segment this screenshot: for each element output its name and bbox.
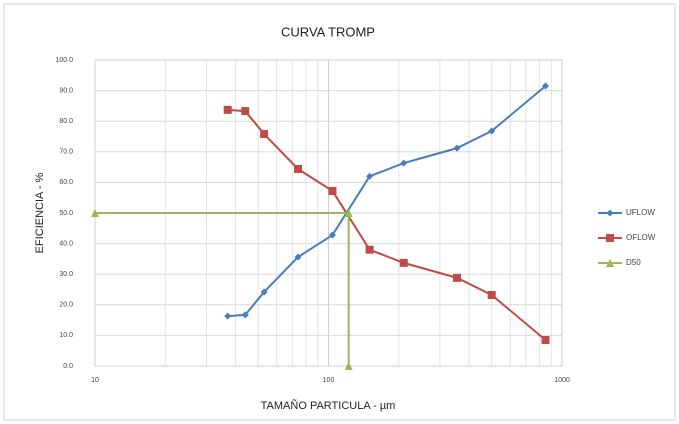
legend-text: OFLOW xyxy=(626,233,656,242)
data-point xyxy=(400,159,408,167)
data-point xyxy=(241,107,250,116)
data-point xyxy=(224,312,232,320)
y-tick-label: 20.0 xyxy=(59,302,73,309)
data-point xyxy=(452,273,461,282)
data-point xyxy=(260,288,268,296)
x-axis-title: TAMAÑO PARTICULA - µm xyxy=(261,399,396,412)
y-tick-label: 40.0 xyxy=(59,240,73,247)
data-point xyxy=(487,291,496,300)
data-point xyxy=(344,209,353,217)
y-tick-label: 70.0 xyxy=(59,149,73,156)
data-point xyxy=(328,231,336,239)
x-tick-label: 1000 xyxy=(554,377,570,384)
chart-title: CURVA TROMP xyxy=(281,24,375,39)
legend-marker xyxy=(606,234,614,242)
x-tick-label: 10 xyxy=(91,377,99,384)
legend-marker xyxy=(606,259,614,267)
y-tick-label: 0.0 xyxy=(63,363,73,370)
y-tick-label: 60.0 xyxy=(59,179,73,186)
y-tick-label: 80.0 xyxy=(59,118,73,125)
data-point xyxy=(294,253,302,261)
legend-text: UFLOW xyxy=(626,208,655,217)
data-point xyxy=(365,245,374,254)
y-tick-label: 100.0 xyxy=(55,57,73,64)
x-tick-label: 100 xyxy=(323,377,335,384)
data-point xyxy=(488,127,496,135)
legend-text: D50 xyxy=(626,258,641,267)
y-tick-label: 50.0 xyxy=(59,210,73,217)
data-point xyxy=(344,362,353,370)
data-point xyxy=(542,82,550,90)
data-point xyxy=(241,311,249,319)
data-point xyxy=(91,209,99,217)
y-tick-label: 10.0 xyxy=(59,332,73,339)
data-point xyxy=(366,172,374,180)
y-tick-label: 30.0 xyxy=(59,271,73,278)
data-point xyxy=(399,258,408,267)
y-axis-title: EFICIENCIA - % xyxy=(34,172,46,253)
series-line xyxy=(227,85,547,318)
series-line xyxy=(227,108,547,341)
legend-marker xyxy=(606,209,614,217)
y-tick-label: 90.0 xyxy=(59,87,73,94)
data-point xyxy=(453,144,461,152)
data-point xyxy=(541,335,550,344)
data-point xyxy=(293,164,302,173)
data-point xyxy=(260,130,269,139)
data-point xyxy=(328,186,337,195)
data-point xyxy=(223,105,232,114)
